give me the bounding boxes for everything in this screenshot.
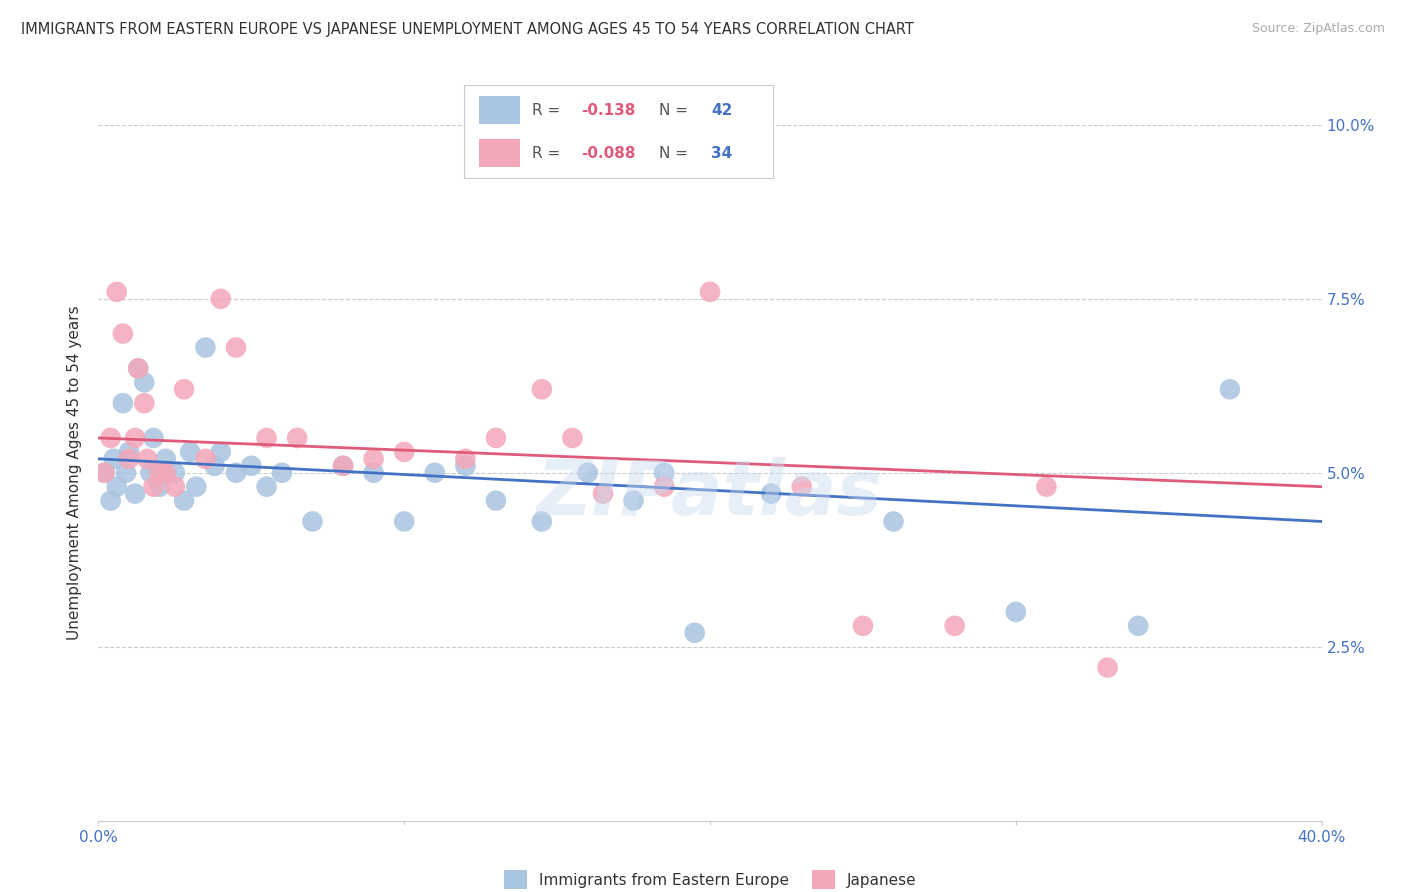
- Point: [454, 451, 477, 466]
- Point: [270, 466, 292, 480]
- Point: [100, 493, 122, 508]
- Point: [155, 466, 177, 480]
- Point: [127, 361, 149, 376]
- Point: [423, 466, 446, 480]
- FancyBboxPatch shape: [479, 139, 520, 167]
- Point: [209, 292, 232, 306]
- Text: Source: ZipAtlas.com: Source: ZipAtlas.com: [1251, 22, 1385, 36]
- Point: [852, 619, 875, 633]
- Point: [530, 382, 553, 396]
- Point: [163, 466, 186, 480]
- Point: [149, 466, 172, 480]
- Text: -0.088: -0.088: [582, 145, 636, 161]
- Point: [454, 458, 477, 473]
- Text: R =: R =: [531, 145, 565, 161]
- Point: [115, 466, 138, 480]
- Point: [103, 451, 125, 466]
- Point: [105, 285, 128, 299]
- Point: [105, 480, 128, 494]
- Point: [136, 451, 159, 466]
- Point: [149, 480, 172, 494]
- Point: [155, 451, 177, 466]
- Y-axis label: Unemployment Among Ages 45 to 54 years: Unemployment Among Ages 45 to 54 years: [67, 305, 83, 640]
- Point: [111, 326, 134, 341]
- Point: [683, 625, 706, 640]
- Point: [576, 466, 599, 480]
- Point: [173, 493, 195, 508]
- Point: [124, 486, 146, 500]
- Point: [194, 451, 217, 466]
- Point: [363, 451, 385, 466]
- Point: [363, 466, 385, 480]
- Point: [93, 466, 115, 480]
- FancyBboxPatch shape: [479, 96, 520, 124]
- Point: [790, 480, 813, 494]
- Point: [1219, 382, 1241, 396]
- Point: [699, 285, 721, 299]
- Point: [623, 493, 645, 508]
- Point: [1097, 660, 1119, 674]
- Point: [592, 486, 614, 500]
- Point: [392, 515, 416, 529]
- Point: [118, 451, 141, 466]
- Point: [1128, 619, 1150, 633]
- Point: [142, 431, 165, 445]
- Point: [256, 431, 278, 445]
- Point: [134, 396, 156, 410]
- Point: [301, 515, 323, 529]
- Point: [209, 445, 232, 459]
- Legend: Immigrants from Eastern Europe, Japanese: Immigrants from Eastern Europe, Japanese: [496, 863, 924, 892]
- Point: [225, 466, 247, 480]
- Text: N =: N =: [659, 103, 693, 118]
- Point: [173, 382, 195, 396]
- Point: [179, 445, 201, 459]
- Point: [485, 493, 508, 508]
- Point: [943, 619, 966, 633]
- Point: [485, 431, 508, 445]
- Point: [134, 376, 156, 390]
- Point: [883, 515, 905, 529]
- Point: [118, 445, 141, 459]
- Point: [332, 458, 354, 473]
- Point: [186, 480, 208, 494]
- Point: [225, 341, 247, 355]
- Text: R =: R =: [531, 103, 565, 118]
- Point: [1004, 605, 1026, 619]
- Point: [561, 431, 583, 445]
- Point: [100, 431, 122, 445]
- Text: 34: 34: [711, 145, 733, 161]
- Text: -0.138: -0.138: [582, 103, 636, 118]
- Point: [530, 515, 553, 529]
- Point: [124, 431, 146, 445]
- Point: [332, 458, 354, 473]
- Text: ZIPatlas: ZIPatlas: [537, 457, 883, 531]
- Text: 42: 42: [711, 103, 733, 118]
- Point: [392, 445, 416, 459]
- Point: [285, 431, 308, 445]
- Point: [163, 480, 186, 494]
- Point: [93, 466, 115, 480]
- Point: [256, 480, 278, 494]
- Point: [142, 480, 165, 494]
- Point: [204, 458, 226, 473]
- Point: [240, 458, 263, 473]
- Point: [127, 361, 149, 376]
- Point: [1035, 480, 1057, 494]
- Point: [652, 466, 675, 480]
- Point: [139, 466, 162, 480]
- Text: IMMIGRANTS FROM EASTERN EUROPE VS JAPANESE UNEMPLOYMENT AMONG AGES 45 TO 54 YEAR: IMMIGRANTS FROM EASTERN EUROPE VS JAPANE…: [21, 22, 914, 37]
- Text: N =: N =: [659, 145, 693, 161]
- Point: [111, 396, 134, 410]
- Point: [759, 486, 782, 500]
- Point: [652, 480, 675, 494]
- Point: [194, 341, 217, 355]
